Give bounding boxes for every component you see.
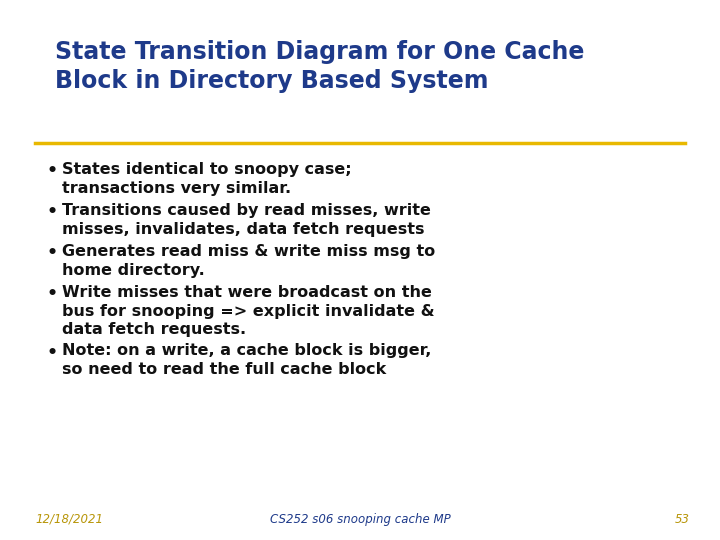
Text: Transitions caused by read misses, write
misses, invalidates, data fetch request: Transitions caused by read misses, write…: [62, 203, 431, 237]
Text: 53: 53: [675, 513, 690, 526]
Text: •: •: [46, 285, 58, 303]
Text: •: •: [46, 244, 58, 262]
Text: CS252 s06 snooping cache MP: CS252 s06 snooping cache MP: [269, 513, 451, 526]
Text: Generates read miss & write miss msg to
home directory.: Generates read miss & write miss msg to …: [62, 244, 436, 278]
Text: •: •: [46, 343, 58, 361]
Text: State Transition Diagram for One Cache
Block in Directory Based System: State Transition Diagram for One Cache B…: [55, 40, 585, 93]
Text: States identical to snoopy case;
transactions very similar.: States identical to snoopy case; transac…: [62, 162, 351, 195]
Text: •: •: [46, 162, 58, 180]
Text: Write misses that were broadcast on the
bus for snooping => explicit invalidate : Write misses that were broadcast on the …: [62, 285, 435, 337]
Text: 12/18/2021: 12/18/2021: [35, 513, 103, 526]
Text: Note: on a write, a cache block is bigger,
so need to read the full cache block: Note: on a write, a cache block is bigge…: [62, 343, 431, 377]
Text: •: •: [46, 203, 58, 221]
